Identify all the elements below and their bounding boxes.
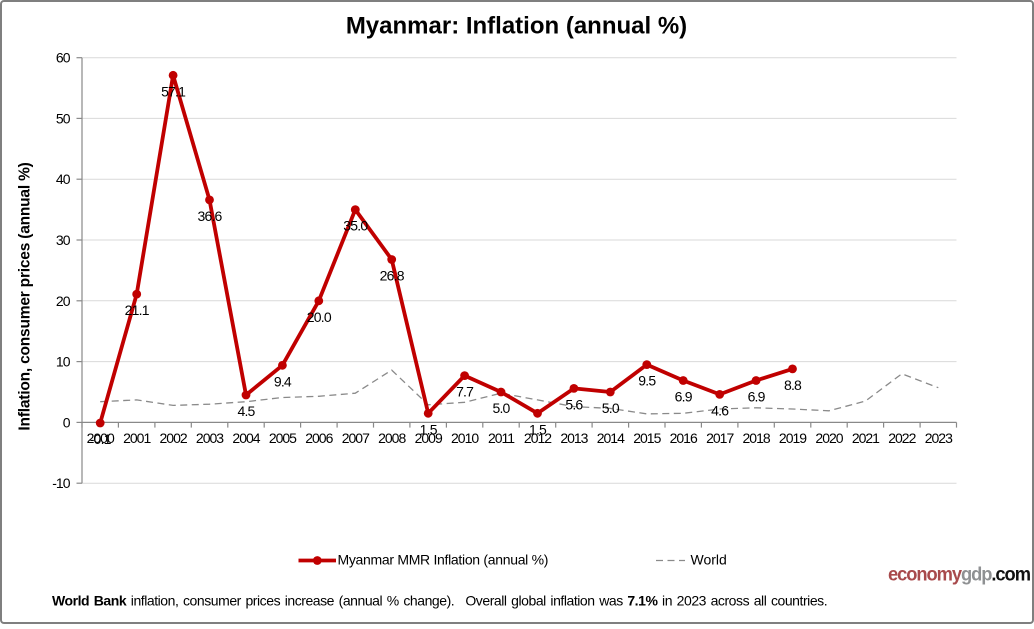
svg-text:9.4: 9.4 [274,373,292,389]
svg-text:2007: 2007 [342,430,370,446]
svg-text:35.0: 35.0 [343,218,368,234]
svg-text:7.7: 7.7 [456,384,474,400]
svg-text:4.6: 4.6 [711,402,729,418]
svg-text:Inflation, consumer prices (an: Inflation, consumer prices (annual %) [17,162,34,430]
svg-text:2012: 2012 [524,430,552,446]
svg-text:2016: 2016 [670,430,698,446]
svg-text:36.6: 36.6 [197,208,222,224]
svg-text:2011: 2011 [488,430,515,446]
svg-text:2002: 2002 [160,430,188,446]
svg-text:2000: 2000 [87,430,115,446]
svg-text:8.8: 8.8 [784,377,802,393]
svg-text:-10: -10 [52,475,70,491]
svg-text:2010: 2010 [451,430,479,446]
svg-text:2003: 2003 [196,430,224,446]
svg-text:5.0: 5.0 [492,400,510,416]
svg-text:6.9: 6.9 [675,389,693,405]
svg-text:57.1: 57.1 [161,83,186,99]
svg-text:1.5: 1.5 [420,421,438,437]
svg-text:20: 20 [56,293,71,309]
svg-text:2022: 2022 [888,430,916,446]
svg-text:2018: 2018 [743,430,771,446]
svg-text:50: 50 [56,110,71,126]
svg-text:2017: 2017 [706,430,734,446]
svg-text:2021: 2021 [852,430,880,446]
svg-text:Myanmar MMR Inflation (annual: Myanmar MMR Inflation (annual %) [338,552,549,568]
svg-text:26.8: 26.8 [380,268,405,284]
svg-text:10: 10 [56,354,71,370]
svg-text:-0.1: -0.1 [90,431,112,447]
svg-text:4.5: 4.5 [237,403,255,419]
svg-text:2023: 2023 [925,430,953,446]
svg-text:2005: 2005 [269,430,297,446]
svg-text:2008: 2008 [378,430,406,446]
svg-text:30: 30 [56,232,71,248]
svg-text:40: 40 [56,171,71,187]
svg-text:5.6: 5.6 [565,396,583,412]
svg-text:2015: 2015 [633,430,661,446]
svg-text:2001: 2001 [123,430,151,446]
svg-text:2004: 2004 [232,430,260,446]
svg-text:20.0: 20.0 [307,309,332,325]
svg-text:21.1: 21.1 [125,302,150,318]
svg-text:0: 0 [63,414,71,430]
svg-text:2009: 2009 [415,430,443,446]
svg-text:60: 60 [56,50,71,66]
svg-text:2020: 2020 [815,430,843,446]
svg-text:2019: 2019 [779,430,807,446]
svg-text:6.9: 6.9 [748,389,766,405]
svg-text:9.5: 9.5 [638,373,656,389]
svg-text:Myanmar: Inflation (annual %): Myanmar: Inflation (annual %) [346,13,687,40]
svg-text:World Bank inflation, consumer: World Bank inflation, consumer prices in… [52,593,827,609]
svg-text:2006: 2006 [305,430,333,446]
svg-text:2014: 2014 [597,430,625,446]
svg-text:economygdp.com: economygdp.com [888,563,1030,584]
svg-text:5.0: 5.0 [602,400,620,416]
svg-text:World: World [691,552,727,568]
svg-text:2013: 2013 [560,430,588,446]
svg-text:1.5: 1.5 [529,421,547,437]
